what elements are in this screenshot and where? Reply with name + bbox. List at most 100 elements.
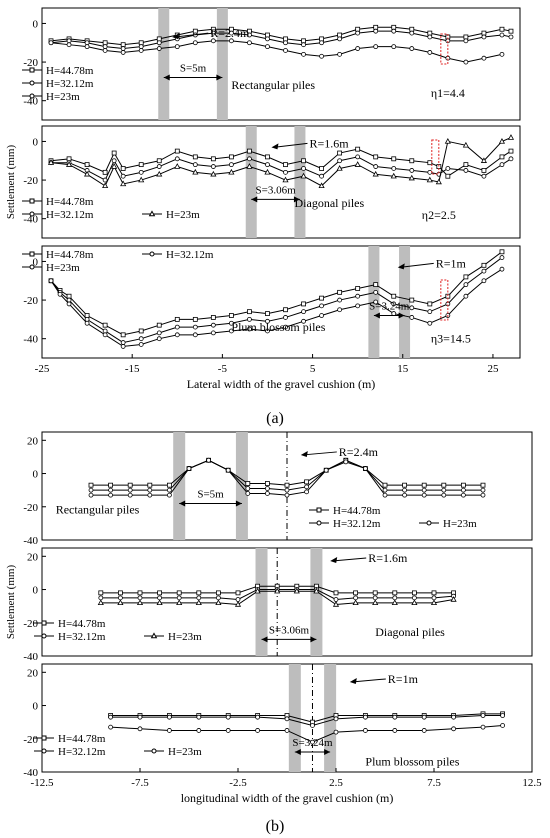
legend-label: H=32.12m — [46, 78, 94, 90]
data-point — [102, 44, 108, 50]
spacing-arrowhead — [235, 500, 242, 507]
data-point — [353, 590, 359, 596]
pile-band — [216, 8, 228, 120]
x-axis-label: longitudinal width of the gravel cushion… — [181, 791, 394, 805]
data-point — [463, 274, 469, 280]
spacing-arrowhead — [251, 196, 258, 203]
data-point — [156, 330, 162, 336]
legend-label: H=44.78m — [58, 733, 106, 745]
data-point — [391, 293, 397, 299]
data-point — [480, 482, 486, 488]
data-point — [435, 178, 442, 185]
spacing-arrowhead — [324, 749, 331, 756]
r-arrow — [273, 142, 308, 148]
data-point — [88, 487, 94, 493]
data-point — [409, 297, 415, 303]
data-point — [392, 714, 398, 720]
panel-a-bot: 0 -20 -40 -25 -15 -5 5 15 25 Lateral width of the… — [22, 245, 521, 391]
data-point — [108, 724, 113, 730]
data-point — [499, 154, 505, 160]
data-point — [120, 332, 126, 338]
data-point — [102, 328, 108, 334]
data-point — [66, 297, 72, 303]
data-point — [451, 714, 457, 720]
figure-label-a: (a) — [266, 410, 284, 427]
data-point — [156, 164, 162, 169]
data-point — [411, 590, 417, 596]
pile-layout-label: Rectangular piles — [56, 502, 140, 516]
data-point — [463, 38, 469, 44]
pile-radius-label: R=1m — [436, 256, 467, 270]
data-point — [421, 482, 427, 488]
data-point — [127, 487, 133, 493]
data-point — [301, 301, 306, 307]
data-point — [102, 332, 108, 338]
r-arrow — [332, 557, 367, 562]
pile-radius-label: R=1.6m — [309, 136, 349, 150]
pile-band — [399, 246, 411, 358]
data-point — [228, 313, 234, 318]
data-point — [450, 596, 457, 602]
data-point — [246, 163, 253, 169]
data-point — [138, 48, 144, 53]
highlight-box — [440, 279, 449, 321]
legend-label: H=32.12m — [166, 249, 214, 261]
data-point — [481, 278, 487, 284]
series-line — [50, 40, 503, 63]
legend-label: H=32.12m — [46, 209, 94, 221]
data-point — [265, 154, 270, 160]
data-point — [463, 293, 469, 299]
y-tick-label: 20 — [27, 551, 39, 563]
data-point — [235, 597, 241, 602]
data-point — [264, 491, 270, 496]
pile-spacing-label: S=3.06m — [256, 184, 297, 196]
data-point — [66, 156, 72, 162]
x-axis-label: Lateral width of the gravel cushion (m) — [187, 377, 376, 391]
legend-label: H=23m — [46, 91, 80, 103]
pile-layout-label: Diagonal piles — [375, 625, 445, 639]
legend-marker — [29, 211, 35, 217]
pile-layout-label: Plum blossom piles — [231, 320, 325, 334]
data-point — [463, 162, 469, 168]
data-point — [210, 315, 216, 320]
legend-marker — [41, 633, 47, 639]
data-point — [174, 324, 180, 330]
data-point — [210, 30, 216, 36]
data-point — [102, 40, 108, 46]
legend-marker — [149, 251, 155, 257]
data-point — [108, 482, 113, 488]
pile-spacing-label: S=3.24m — [369, 301, 410, 313]
data-point — [462, 141, 469, 148]
y-axis-label: Settlement (mm) — [5, 145, 17, 220]
data-point — [210, 164, 216, 169]
data-point — [102, 182, 109, 189]
data-point — [174, 332, 180, 338]
data-point — [120, 50, 126, 55]
data-point — [138, 169, 144, 175]
data-point — [196, 714, 202, 720]
data-point — [108, 492, 113, 498]
data-point — [402, 487, 408, 493]
data-point — [355, 293, 361, 299]
y-tick-label: 20 — [27, 667, 39, 679]
data-point — [265, 162, 270, 168]
data-point — [196, 728, 202, 733]
data-point — [138, 44, 144, 50]
data-point — [156, 322, 162, 328]
data-point — [102, 48, 108, 53]
data-point — [481, 34, 487, 40]
spacing-arrowhead — [310, 636, 317, 643]
legend-marker — [148, 210, 156, 217]
data-point — [84, 170, 91, 177]
data-point — [392, 590, 398, 596]
pile-layout-label: Diagonal piles — [295, 196, 365, 210]
data-point — [210, 156, 216, 162]
data-point — [333, 597, 339, 602]
data-point — [228, 328, 234, 334]
data-point — [337, 158, 343, 164]
data-point — [215, 595, 221, 601]
data-point — [301, 309, 306, 315]
data-point — [176, 599, 183, 606]
x-tick-label: 2.5 — [329, 777, 343, 789]
spacing-arrowhead — [216, 74, 223, 81]
